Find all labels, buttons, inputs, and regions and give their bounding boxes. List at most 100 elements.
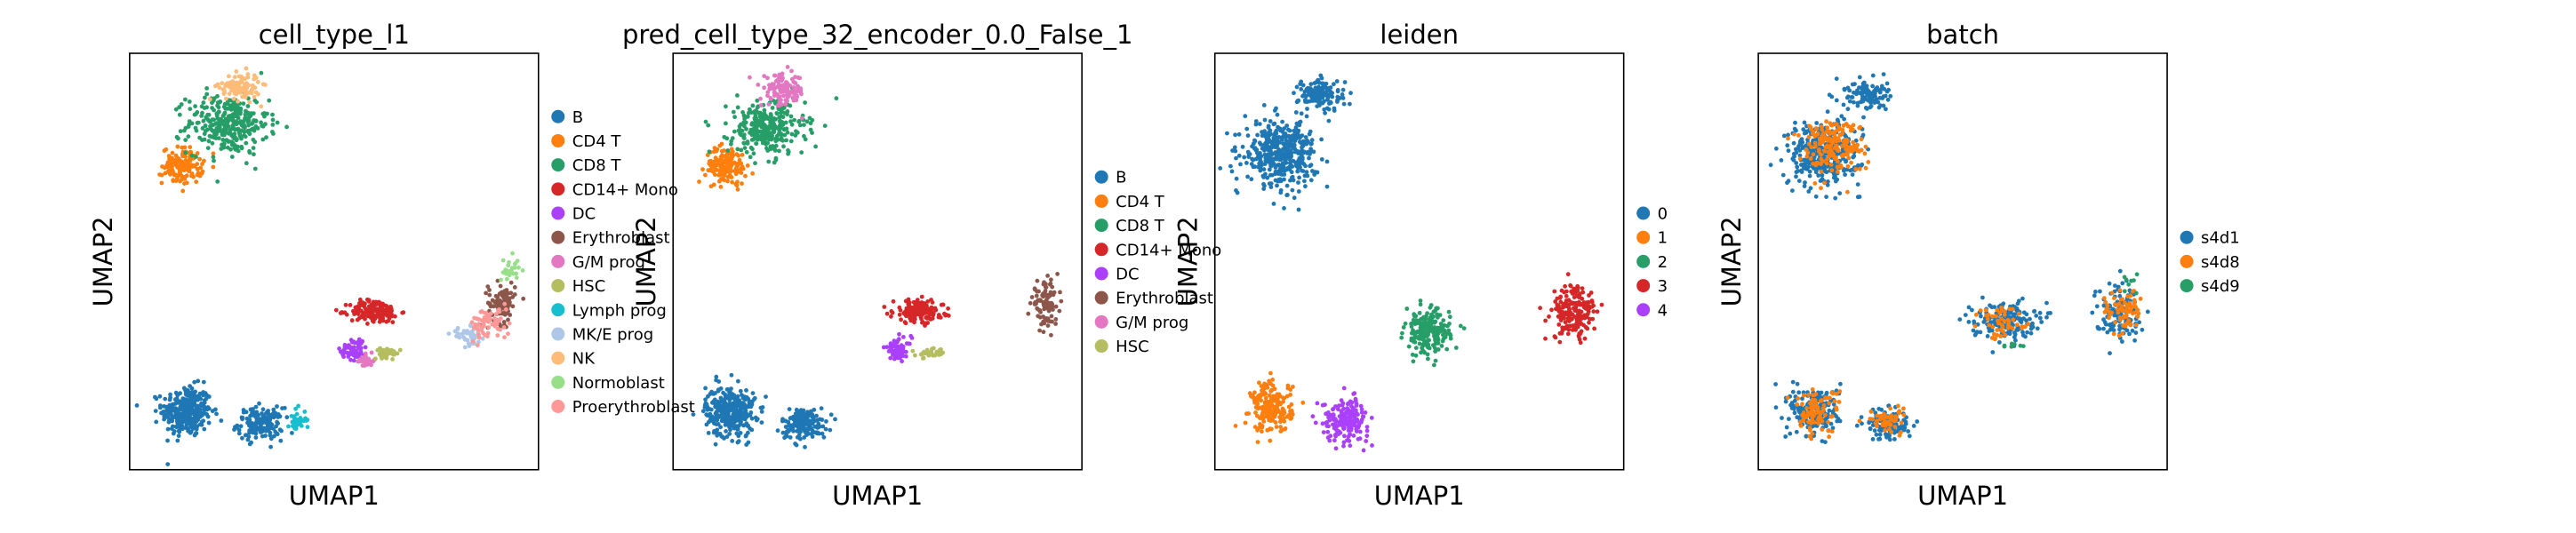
data-point	[263, 122, 268, 127]
data-point	[895, 355, 900, 361]
data-point	[1312, 81, 1317, 85]
data-point	[1309, 138, 1315, 143]
data-point	[360, 338, 365, 344]
data-point	[181, 411, 187, 417]
data-point	[783, 101, 788, 107]
data-point	[1420, 348, 1426, 353]
data-point	[713, 442, 718, 447]
data-point	[180, 426, 185, 432]
legend-marker	[1636, 206, 1651, 220]
data-point	[1580, 296, 1585, 301]
data-point	[1290, 412, 1295, 417]
data-point	[516, 265, 521, 270]
data-point	[391, 352, 396, 357]
data-point	[304, 418, 308, 423]
data-point	[200, 126, 205, 131]
data-point	[723, 396, 727, 402]
data-point	[1260, 413, 1264, 418]
data-point	[1035, 299, 1039, 304]
data-point	[228, 128, 233, 132]
data-point	[739, 419, 743, 425]
data-point	[1547, 314, 1551, 319]
data-point	[1563, 320, 1568, 325]
data-point	[251, 146, 256, 151]
data-point	[393, 314, 397, 319]
data-point	[485, 284, 491, 289]
data-point	[734, 152, 740, 157]
data-point	[166, 169, 172, 173]
data-point	[1865, 92, 1869, 98]
data-point	[706, 123, 711, 128]
data-point	[246, 118, 252, 123]
data-point	[1282, 126, 1287, 131]
data-point	[1270, 418, 1276, 423]
data-point	[162, 413, 167, 418]
data-point	[1354, 403, 1359, 408]
data-point	[1259, 393, 1263, 397]
data-point	[716, 422, 721, 426]
data-point	[1338, 414, 1343, 419]
data-point	[740, 393, 744, 397]
data-point	[1258, 422, 1262, 426]
data-point	[236, 99, 240, 104]
data-point	[775, 428, 780, 434]
data-point	[362, 363, 367, 368]
data-point	[755, 105, 760, 110]
data-point	[476, 335, 482, 340]
data-point	[801, 422, 806, 426]
data-point	[1870, 73, 1876, 78]
data-point	[1338, 418, 1343, 424]
data-point	[789, 68, 794, 74]
data-point	[257, 401, 261, 406]
data-point	[1258, 142, 1263, 147]
data-point	[220, 143, 226, 147]
data-point	[1319, 137, 1324, 142]
data-point	[1284, 150, 1290, 155]
data-point	[1345, 402, 1350, 407]
data-point	[785, 65, 790, 69]
data-point	[1288, 417, 1293, 421]
data-point	[1297, 175, 1301, 180]
data-point	[1037, 328, 1042, 333]
data-point	[363, 351, 368, 356]
data-point	[1340, 402, 1345, 408]
data-point	[772, 73, 777, 78]
data-point	[749, 416, 755, 421]
data-point	[889, 314, 893, 319]
data-point	[171, 178, 176, 183]
data-point	[931, 353, 935, 358]
legend-label: 2	[1658, 253, 1668, 272]
data-point	[476, 322, 481, 327]
data-point	[1439, 344, 1444, 348]
data-point	[910, 316, 915, 322]
data-point	[1347, 439, 1352, 443]
data-point	[1297, 120, 1302, 125]
data-point	[270, 123, 276, 127]
data-point	[168, 159, 173, 164]
data-point	[703, 397, 708, 402]
data-point	[722, 134, 727, 139]
data-point	[1783, 434, 1788, 439]
data-point	[446, 331, 452, 336]
data-point	[1349, 400, 1355, 405]
data-point	[1293, 160, 1298, 165]
data-point	[820, 418, 825, 422]
data-point	[1434, 306, 1439, 311]
data-point	[1280, 119, 1284, 124]
data-point	[906, 341, 911, 346]
data-point	[180, 154, 186, 159]
data-point	[247, 148, 252, 154]
series-b	[134, 378, 294, 466]
data-point	[803, 444, 807, 449]
data-point	[227, 139, 231, 144]
data-point	[1286, 404, 1292, 410]
data-point	[1292, 147, 1298, 151]
legend-label: 3	[1658, 277, 1668, 296]
data-point	[791, 79, 796, 84]
data-point	[191, 174, 196, 179]
data-point	[714, 378, 718, 383]
legend-label: DC	[572, 205, 596, 224]
data-point	[1326, 410, 1331, 415]
data-point	[1233, 424, 1238, 428]
data-point	[1300, 144, 1305, 149]
